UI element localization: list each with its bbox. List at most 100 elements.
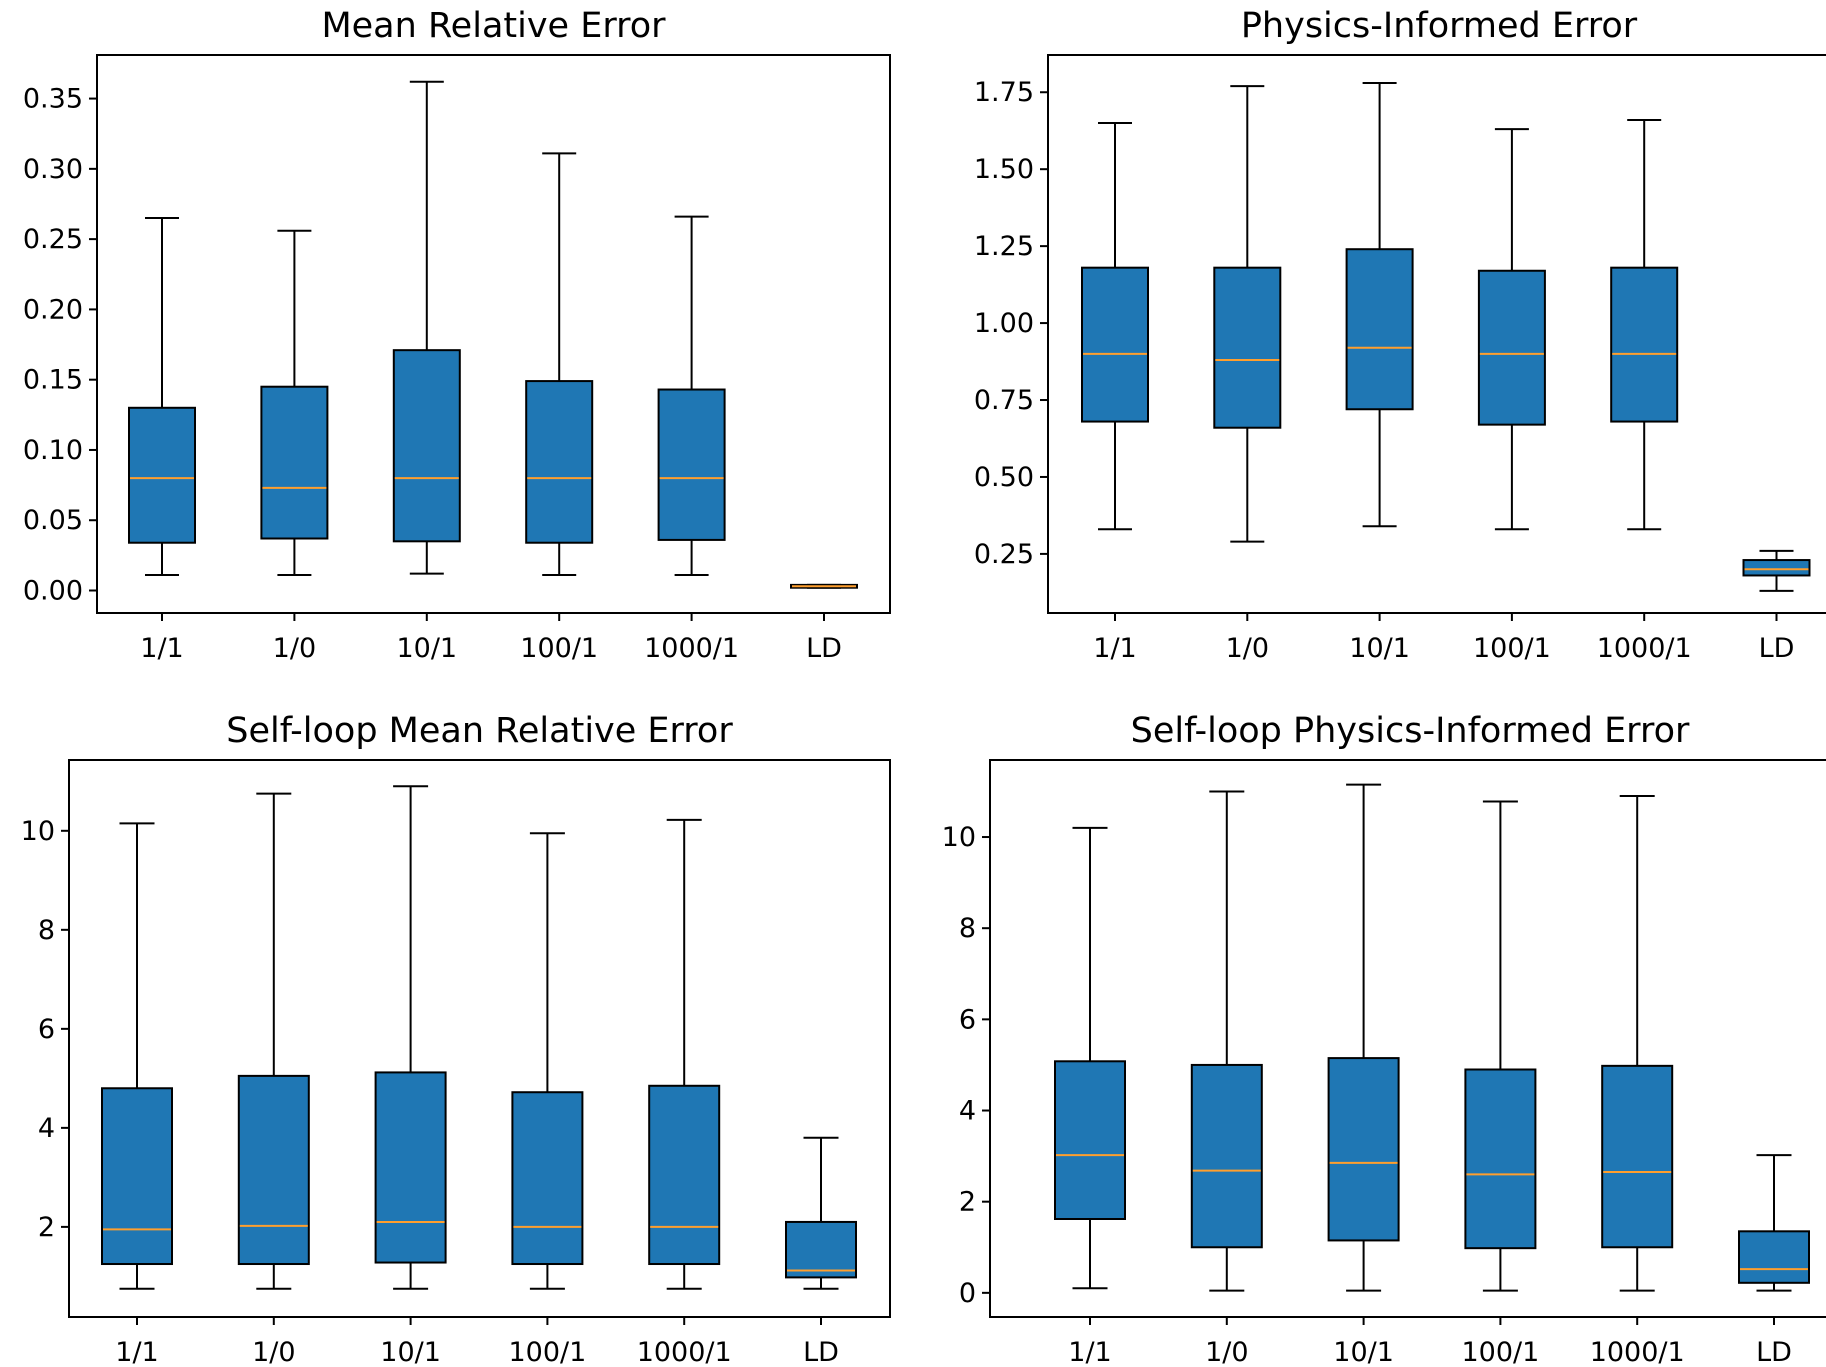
x-tick-label: 1/0	[1205, 1337, 1248, 1367]
chart-panel-2: Physics-Informed Error 0.25 0.50 0.75 1.00 1.…	[974, 6, 1826, 664]
box-10/1	[1345, 82, 1414, 528]
y-tick-label: 0.50	[974, 462, 1034, 493]
iqr-box	[237, 1074, 310, 1266]
x-tick-label: LD	[1759, 633, 1795, 664]
iqr-box	[1738, 1230, 1810, 1284]
box-1/1	[128, 217, 196, 577]
y-tick-label: 10	[21, 816, 55, 847]
box-1/0	[237, 792, 310, 1290]
iqr-box	[1601, 1064, 1674, 1249]
x-tick-label: 1000/1	[1597, 633, 1692, 664]
iqr-box	[1054, 1060, 1126, 1221]
y-tick-label: 6	[959, 1004, 976, 1035]
y-tick-label: 0.25	[23, 224, 83, 255]
x-tick-label: 100/1	[508, 1337, 586, 1367]
box-1/1	[1081, 122, 1149, 531]
iqr-box	[785, 1220, 857, 1279]
y-tick-label: 0.05	[23, 505, 83, 536]
y-tick-label: 6	[38, 1014, 55, 1045]
x-tick-label: 1000/1	[1590, 1337, 1685, 1367]
iqr-box	[1345, 248, 1414, 411]
box-1/0	[260, 229, 329, 577]
iqr-box	[525, 380, 594, 544]
y-tick-label: 0.00	[23, 576, 83, 607]
box-100/1	[525, 152, 594, 577]
box-10/1	[374, 785, 447, 1290]
y-tick-label: 8	[959, 913, 976, 944]
x-tick-label: 10/1	[396, 633, 457, 664]
x-tick-label: 100/1	[1473, 633, 1551, 664]
x-tick-label: 100/1	[1461, 1337, 1539, 1367]
y-tick-label: 4	[959, 1096, 976, 1127]
y-tick-label: 1.25	[974, 231, 1034, 262]
box-100/1	[511, 832, 584, 1290]
box-1/1	[1054, 826, 1126, 1290]
x-tick-label: 10/1	[1349, 633, 1410, 664]
chart-panel-1: Mean Relative Error 0.00 0.05 0.10 0.15 0.20 0…	[23, 6, 891, 664]
iqr-box	[1464, 1068, 1537, 1250]
y-tick-label: 10	[942, 822, 976, 853]
box-10/1	[392, 80, 461, 575]
x-tick-label: 1000/1	[644, 633, 739, 664]
chart-panel-4: Self-loop Physics-Informed Error 0 2 4 6 8 10 1…	[942, 711, 1826, 1367]
x-tick-label: 1/1	[140, 633, 183, 664]
iqr-box	[657, 388, 726, 541]
box-LD	[785, 1136, 857, 1290]
x-tick-label: 10/1	[1333, 1337, 1394, 1367]
plot-frame	[1047, 54, 1826, 614]
iqr-box	[128, 406, 196, 544]
iqr-box	[1327, 1057, 1400, 1242]
box-1/1	[101, 822, 173, 1290]
x-tick-label: 1/0	[273, 633, 316, 664]
iqr-box	[1610, 266, 1679, 423]
box-1/0	[1190, 790, 1263, 1292]
box-10/1	[1327, 783, 1400, 1292]
box-100/1	[1464, 800, 1537, 1292]
x-tick-label: 1/0	[1226, 633, 1269, 664]
y-tick-label: 0.75	[974, 385, 1034, 416]
x-tick-label: LD	[806, 633, 842, 664]
box-1/0	[1213, 85, 1282, 543]
box-LD	[1738, 1154, 1810, 1292]
iqr-box	[648, 1084, 721, 1266]
iqr-box	[101, 1087, 173, 1266]
y-tick-label: 1.00	[974, 308, 1034, 339]
iqr-box	[511, 1091, 584, 1266]
iqr-box	[260, 385, 329, 540]
y-tick-label: 0.35	[23, 84, 83, 115]
y-tick-label: 2	[959, 1187, 976, 1218]
y-tick-label: 0	[959, 1278, 976, 1309]
x-tick-label: 10/1	[380, 1337, 441, 1367]
x-tick-label: 1/1	[1068, 1337, 1111, 1367]
y-tick-label: 0.30	[23, 154, 83, 185]
iqr-box	[1742, 559, 1811, 577]
chart-title: Physics-Informed Error	[1241, 6, 1638, 46]
iqr-box	[1190, 1063, 1263, 1249]
iqr-box	[1213, 266, 1282, 429]
box-LD	[790, 583, 858, 589]
chart-title: Mean Relative Error	[321, 6, 666, 46]
x-tick-label: 1000/1	[637, 1337, 732, 1367]
x-tick-label: 1/1	[1093, 633, 1136, 664]
x-tick-label: LD	[1756, 1337, 1792, 1367]
iqr-box	[1081, 266, 1149, 423]
x-tick-label: 100/1	[520, 633, 598, 664]
iqr-box	[1477, 269, 1546, 426]
y-tick-label: 1.50	[974, 154, 1034, 185]
y-tick-label: 4	[38, 1113, 55, 1144]
y-tick-label: 0.15	[23, 365, 83, 396]
box-1000/1	[1610, 118, 1679, 531]
y-tick-label: 0.20	[23, 294, 83, 325]
plot-frame	[68, 759, 891, 1318]
chart-title: Self-loop Mean Relative Error	[226, 711, 733, 751]
x-tick-label: 1/0	[252, 1337, 295, 1367]
y-tick-label: 0.10	[23, 435, 83, 466]
y-tick-label: 2	[38, 1212, 55, 1243]
plot-frame	[989, 759, 1826, 1318]
chart-title: Self-loop Physics-Informed Error	[1131, 711, 1690, 751]
plot-frame	[96, 54, 891, 614]
iqr-box	[374, 1071, 447, 1264]
iqr-box	[392, 349, 461, 543]
box-1000/1	[657, 215, 726, 577]
